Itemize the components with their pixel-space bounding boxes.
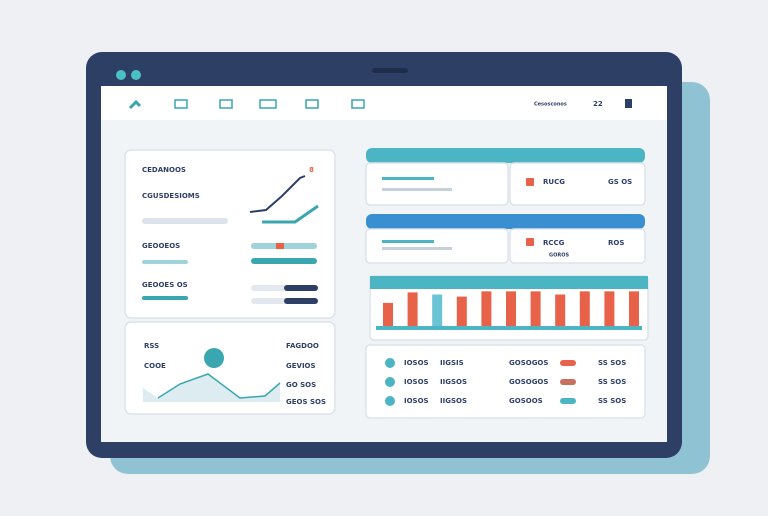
- progress-track: [142, 260, 188, 264]
- cell: IOSOS: [404, 359, 429, 367]
- nav-icon[interactable]: [174, 99, 188, 109]
- cell: IOSOS: [404, 397, 429, 405]
- trend-value: GEOS SOS: [286, 398, 326, 406]
- nav-badge[interactable]: 22: [593, 100, 603, 108]
- stat-note: GOROS: [549, 253, 569, 259]
- row-icon: [385, 358, 395, 368]
- row-icon: [385, 396, 395, 406]
- progress-track: [142, 296, 188, 300]
- area-line: [157, 373, 281, 399]
- nav-icon[interactable]: [219, 99, 233, 109]
- section-header: [366, 214, 645, 229]
- stat-bar: [382, 247, 452, 250]
- bar: [407, 292, 418, 326]
- cell: SS SOS: [598, 359, 626, 367]
- bar: [555, 294, 566, 326]
- trend-value: FAGDOO: [286, 342, 319, 350]
- bar: [481, 291, 492, 326]
- nav-bar: [101, 86, 667, 120]
- cell: SS SOS: [598, 378, 626, 386]
- table-rows: IOSOS IIGSIS GOSOGOS SS SOS IOSOS IIGSOS GOSOG…: [385, 358, 626, 406]
- trend-label: COOE: [144, 362, 166, 370]
- summary-card: [124, 149, 336, 319]
- cell: IIGSOS: [440, 378, 467, 386]
- stat-icon: [526, 178, 534, 186]
- trend-icon[interactable]: [204, 348, 224, 368]
- stat-card: [365, 228, 509, 264]
- cell: GOSOGOS: [509, 378, 548, 386]
- camera-dot: [131, 70, 141, 80]
- bar: [506, 291, 516, 326]
- account-name[interactable]: Cesosconos: [534, 102, 567, 108]
- nav-icon[interactable]: [305, 99, 319, 109]
- stat-value: ROS: [608, 239, 624, 247]
- bar-group: [383, 291, 639, 326]
- card-subtitle: CGUSDESIOMS: [142, 192, 200, 200]
- progress-track: [142, 218, 228, 224]
- stat-label: RUCG: [543, 178, 565, 186]
- trend-value: GO SOS: [286, 381, 316, 389]
- bar: [629, 291, 639, 326]
- row-label: GEOOES OS: [142, 281, 188, 289]
- status-pill: [560, 379, 576, 385]
- speaker-slot: [372, 68, 408, 73]
- cell: GOSOOS: [509, 397, 543, 405]
- row-icon: [385, 377, 395, 387]
- stat-label: RCCG: [543, 239, 565, 247]
- stat-card: [509, 228, 646, 264]
- bar: [432, 294, 443, 326]
- cell: GOSOGOS: [509, 359, 548, 367]
- status-pill: [560, 360, 576, 366]
- progress-marker: [276, 243, 284, 249]
- card-title: CEDANOOS: [142, 166, 186, 174]
- row-label: GEOOEOS: [142, 242, 180, 250]
- chart-header: [370, 276, 648, 289]
- stat-card: [365, 162, 509, 206]
- bar: [604, 291, 615, 326]
- nav-logo: [128, 99, 142, 110]
- stat-card: [509, 162, 646, 206]
- progress-bar: [284, 298, 318, 304]
- trend-value: GEVIOS: [286, 362, 316, 370]
- stat-value: GS OS: [608, 178, 632, 186]
- cell: IOSOS: [404, 378, 429, 386]
- status-pill: [560, 398, 576, 404]
- cell: SS SOS: [598, 397, 626, 405]
- progress-bar: [251, 258, 317, 264]
- nav-icon[interactable]: [351, 99, 365, 109]
- trend-label: RSS: [144, 342, 159, 350]
- bar: [456, 296, 467, 326]
- chart-baseline: [376, 326, 642, 330]
- card-badge: 8: [309, 166, 314, 174]
- stat-bar: [382, 177, 434, 180]
- stat-bar: [382, 188, 452, 191]
- bar: [579, 291, 590, 326]
- trend-line: [262, 204, 319, 224]
- bar: [383, 302, 393, 326]
- stat-icon: [526, 238, 534, 246]
- stat-bar: [382, 240, 434, 243]
- cell: IIGSOS: [440, 397, 467, 405]
- camera-dot: [116, 70, 126, 80]
- area-fill: [143, 374, 280, 402]
- section-header: [366, 148, 645, 163]
- progress-bar: [284, 285, 318, 291]
- menu-icon[interactable]: [625, 99, 632, 108]
- nav-icon[interactable]: [259, 99, 277, 109]
- cell: IIGSIS: [440, 359, 464, 367]
- trend-line: [249, 175, 306, 213]
- bar: [530, 291, 541, 326]
